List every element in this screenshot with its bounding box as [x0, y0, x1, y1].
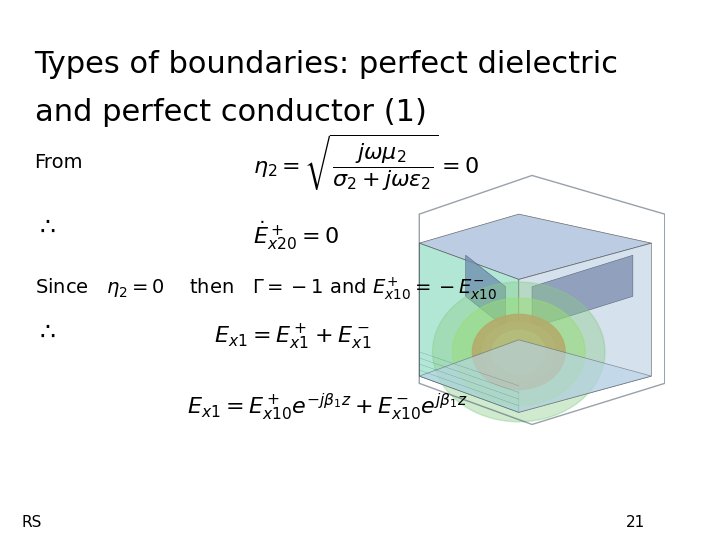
Text: $\therefore$: $\therefore$ — [35, 215, 56, 239]
Text: 21: 21 — [626, 515, 645, 530]
Polygon shape — [532, 255, 633, 328]
Text: and perfect conductor (1): and perfect conductor (1) — [35, 98, 426, 127]
Text: From: From — [35, 153, 83, 172]
Polygon shape — [419, 243, 519, 413]
Text: Since   $\eta_2 = 0$    then   $\Gamma = -1$ and $E_{x10}^{+}= -E_{x10}^{-}$: Since $\eta_2 = 0$ then $\Gamma = -1$ an… — [35, 275, 497, 302]
Circle shape — [472, 314, 565, 389]
Text: RS: RS — [22, 515, 42, 530]
Text: $E_{x1} = E^+_{x10} e^{-j\beta_1 z} + E^-_{x10} e^{j\beta_1 z}$: $E_{x1} = E^+_{x10} e^{-j\beta_1 z} + E^… — [187, 392, 468, 423]
Circle shape — [492, 330, 545, 374]
Circle shape — [433, 282, 605, 422]
Text: Types of boundaries: perfect dielectric: Types of boundaries: perfect dielectric — [35, 50, 618, 79]
Circle shape — [452, 298, 585, 406]
Polygon shape — [519, 243, 652, 413]
Circle shape — [482, 322, 555, 381]
Text: $\eta_2 = \sqrt{\dfrac{j\omega\mu_2}{\sigma_2 + j\omega\varepsilon_2}} = 0$: $\eta_2 = \sqrt{\dfrac{j\omega\mu_2}{\si… — [253, 132, 480, 193]
Text: $\therefore$: $\therefore$ — [35, 320, 56, 344]
Polygon shape — [466, 255, 505, 328]
Text: $\dot{E}^+_{x20} = 0$: $\dot{E}^+_{x20} = 0$ — [253, 219, 339, 252]
Polygon shape — [419, 214, 652, 279]
Text: $E_{x1} = E^+_{x1} + E^-_{x1}$: $E_{x1} = E^+_{x1} + E^-_{x1}$ — [214, 322, 371, 352]
Polygon shape — [419, 340, 652, 413]
